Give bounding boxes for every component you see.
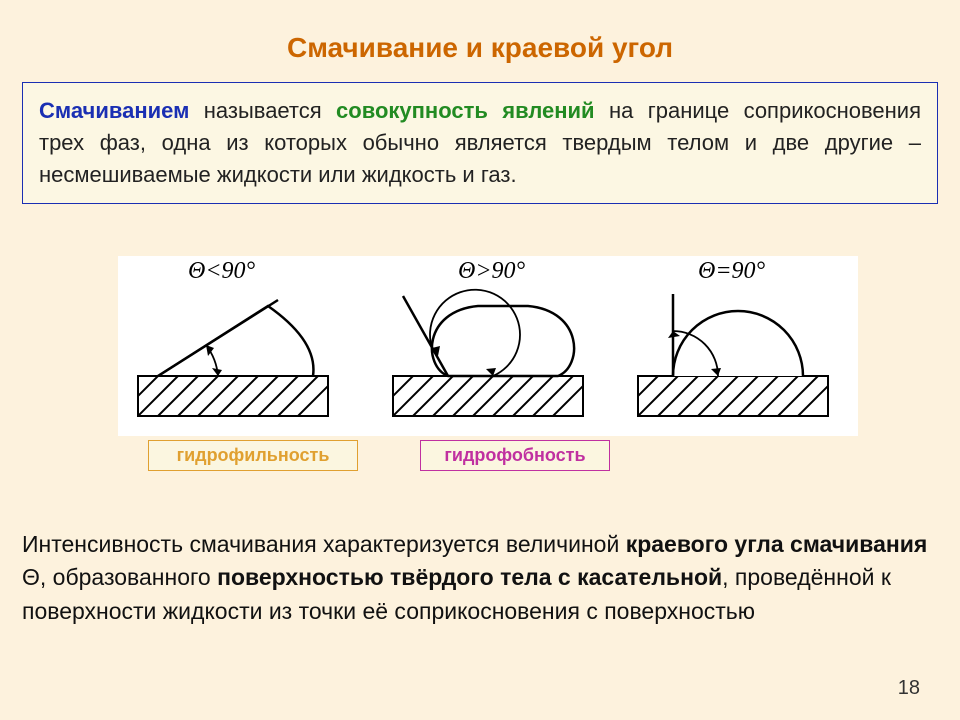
theta-label-2: Θ>90° — [458, 258, 525, 285]
bt-t1: Интенсивность смачивания характеризуется… — [22, 531, 626, 557]
diagram-neutral: Θ=90° — [618, 256, 858, 436]
bt-t2: Θ, образованного — [22, 564, 217, 590]
tag-hydrophobic: гидрофобность — [420, 440, 610, 471]
theta-label-1: Θ<90° — [188, 258, 255, 285]
definition-box: Смачиванием называется совокупность явле… — [22, 82, 938, 204]
def-term1: Смачиванием — [39, 98, 189, 123]
def-term2: совокупность явлений — [336, 98, 595, 123]
diagram-wetting: Θ<90° — [118, 256, 358, 436]
bt-b2: поверхностью твёрдого тела с касательной — [217, 564, 722, 590]
page-title: Смачивание и краевой угол — [0, 32, 960, 64]
diagram-area: Θ<90° Θ>90° — [118, 256, 858, 436]
tag-hydrophilic: гидрофильность — [148, 440, 358, 471]
bottom-paragraph: Интенсивность смачивания характеризуется… — [22, 528, 938, 628]
page-number: 18 — [898, 677, 920, 700]
diagram-nonwetting: Θ>90° — [368, 256, 608, 436]
def-t1: называется — [189, 98, 336, 123]
bt-b1: краевого угла смачивания — [626, 531, 928, 557]
theta-label-3: Θ=90° — [698, 258, 765, 285]
